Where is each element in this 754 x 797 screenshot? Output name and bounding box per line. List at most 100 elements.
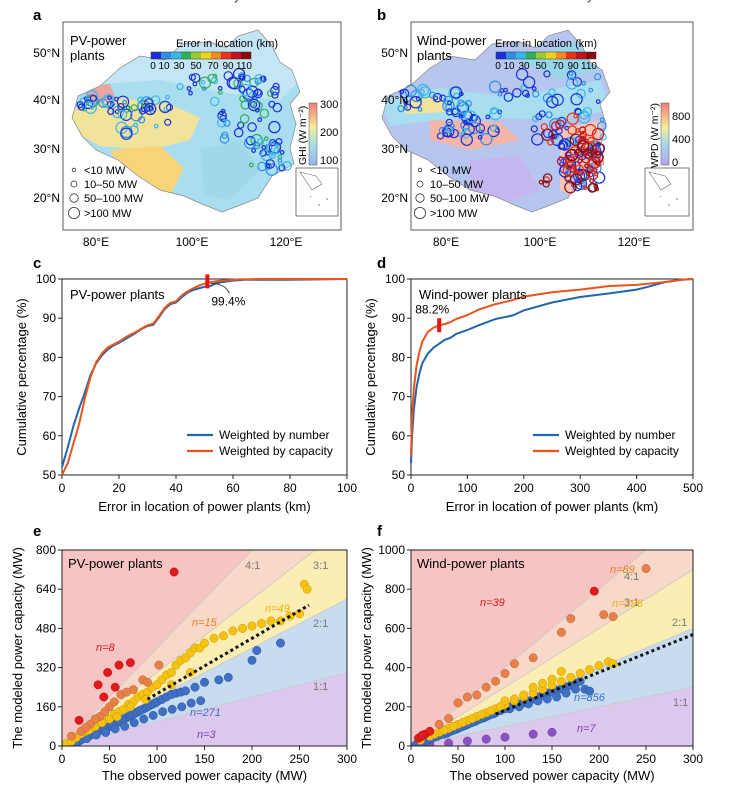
pv-plant-markers [76,67,292,176]
error-bar-a-swatch-0 [151,52,161,59]
scatter-point-orange [444,714,454,724]
ratio-label-3: 1:1 [673,697,688,709]
scatter-point-orange [472,690,482,700]
plant-marker [254,107,260,113]
plant-marker [497,91,503,97]
plant-marker [245,85,259,98]
y-tick-label: 90 [392,311,406,325]
plant-marker [259,108,270,119]
lat-tick-a-50: 50°N [33,46,60,60]
panel-letter-b: b [377,7,386,24]
plant-marker [565,148,579,162]
panel-a: a PV-power plants Error in location (km)… [33,7,342,249]
lon-tick-a-100: 100°E [176,235,209,249]
x-tick-label: 80 [283,481,297,495]
plant-marker [267,89,275,97]
scatter-point-red [589,586,599,596]
error-bar-b-tick-4: 70 [552,61,564,72]
lon-tick-a-80: 80°E [83,235,109,249]
plant-marker [575,128,580,133]
y-tick-label: 100 [385,272,405,286]
scatter-point-orange [122,687,132,697]
plant-marker [245,97,250,103]
x-tick-label: 0 [59,481,66,495]
error-bar-b-swatch-8 [576,52,586,59]
fit-stat-0: y=1.93x-10.24 [587,0,723,3]
plant-marker [542,180,550,188]
scatter-point-blue [200,677,209,687]
plant-marker [543,70,551,78]
lat-tick-b-20: 20°N [381,191,408,205]
plant-marker [209,96,220,107]
ratio-label-1: 3:1 [313,560,328,572]
plant-marker [538,179,544,185]
plant-marker [153,123,159,129]
chart-f-scatter-wind: 0 50 100 150 200 250 30002004006008001000Wind-… [359,0,723,783]
scatter-point-red [110,682,120,692]
y-tick-label: 400 [385,661,405,675]
plant-marker [403,98,409,104]
x-tick-label: 500 [683,481,703,495]
scatter-point-orange [90,714,100,724]
y-tick-label: 80 [43,350,57,364]
scatter-point-blue [186,698,196,708]
plant-marker [165,94,170,100]
plant-marker [271,91,279,99]
plant-marker [445,118,453,126]
plant-marker [556,156,567,167]
wpd-tick-0: 800 [672,111,690,123]
scatter-point-yellow [257,619,266,628]
count-label-2: n=296 [612,598,644,610]
error-legend-title-b: Error in location (km) [495,38,597,50]
plant-marker [89,94,98,102]
plant-marker [531,115,540,123]
x-tick-label: 100 [495,752,515,766]
size-legend-a-1: 10–50 MW [84,179,138,191]
plant-marker [446,126,454,134]
scatter-point-yellow [467,714,477,724]
scatter-point-yellow [556,667,566,676]
plant-marker [247,98,261,112]
fit-stat-2: RMSE=50 [588,0,701,3]
plant-marker [577,158,583,164]
plant-marker [279,149,285,155]
plant-marker [223,71,234,81]
plant-marker [588,172,594,178]
ratio-line-4 [62,550,253,746]
scatter-point-orange [528,653,538,663]
plant-marker [512,88,522,98]
x-tick-label: 200 [514,481,534,495]
plant-marker [569,165,577,173]
error-colorbar-b: 0 10 30 50 70 90 110 [495,51,597,72]
plant-marker [282,161,292,171]
plant-marker [217,89,223,95]
plant-marker [530,125,538,133]
error-bar-b-tick-0: 0 [495,61,501,72]
plant-marker [461,127,467,133]
scatter-point-blue [167,704,177,714]
error-bar-b-swatch-1 [506,52,516,59]
x-tick-label: 60 [226,481,240,495]
scatter-point-yellow [458,718,468,727]
error-bar-a-frame [150,51,252,60]
plant-marker [449,86,463,99]
plant-marker [592,142,605,156]
legend-entry-0: Weighted by number [219,428,330,442]
plant-marker [542,173,553,183]
plant-marker [593,73,602,81]
plant-marker [582,185,588,191]
x-tick-label: 0 [408,481,415,495]
ratio-label-1: 3:1 [624,597,639,609]
scatter-point-yellow [585,665,595,675]
plant-marker [233,78,243,89]
plant-marker [402,105,408,111]
scatter-point-yellow [200,638,209,648]
plant-marker [443,132,449,138]
scatter-point-blue [571,684,580,694]
scatter-point-blue [101,728,111,737]
plant-marker [164,118,172,126]
legend-entry-1: Weighted by capacity [219,444,333,458]
scatter-point-orange [109,697,119,707]
scatter-point-orange [67,731,76,741]
y-tick-label: 200 [385,700,405,714]
